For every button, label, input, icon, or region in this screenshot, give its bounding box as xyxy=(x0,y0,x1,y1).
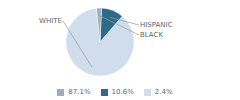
svg-text:BLACK: BLACK xyxy=(140,31,163,39)
svg-text:WHITE: WHITE xyxy=(39,17,62,25)
html-text:10.6%: 10.6% xyxy=(111,88,134,96)
html-text:2.4%: 2.4% xyxy=(154,88,173,96)
html-text:87.1%: 87.1% xyxy=(68,88,91,96)
svg-text:HISPANIC: HISPANIC xyxy=(140,21,173,29)
